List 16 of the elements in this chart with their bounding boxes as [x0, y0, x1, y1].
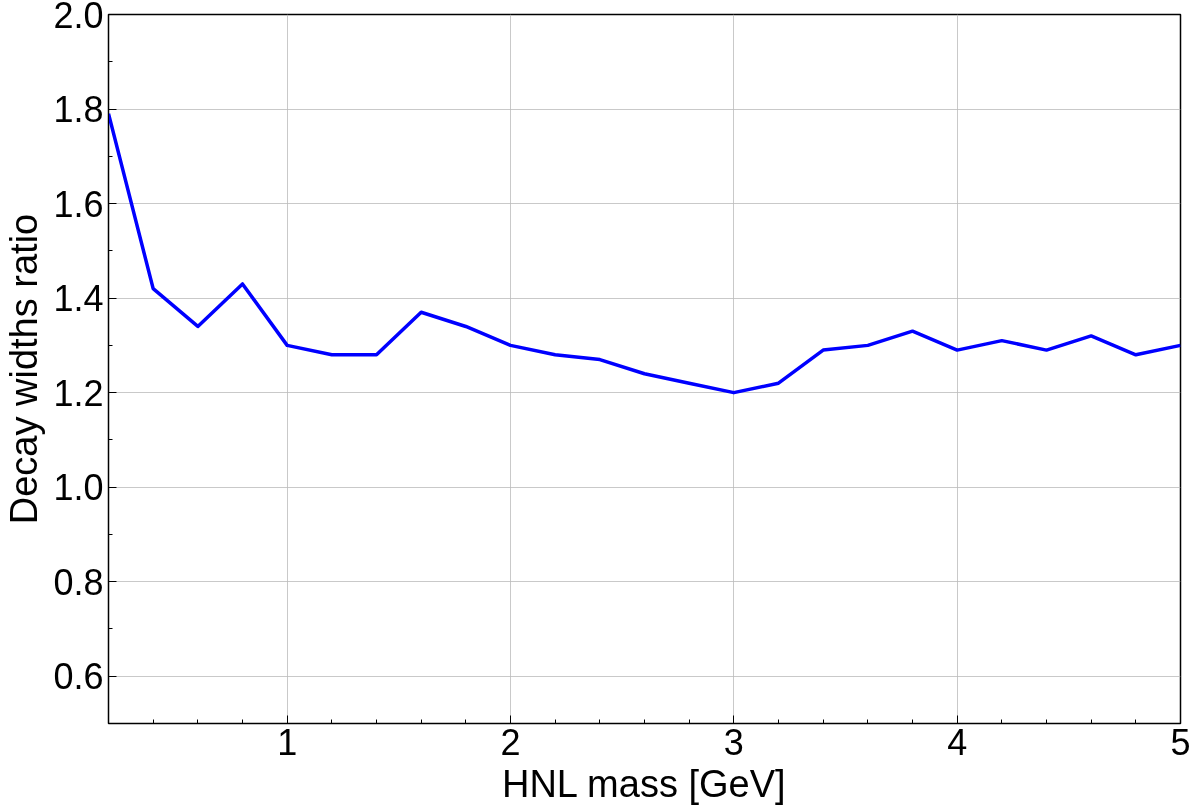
- y-tick-label: 1.6: [53, 183, 104, 225]
- y-tick-label: 1.8: [53, 89, 104, 131]
- y-axis-title: Decay widths ratio: [3, 213, 46, 525]
- x-tick-label: 3: [723, 721, 744, 763]
- y-tick-label: 1.4: [53, 278, 104, 320]
- line-series: [108, 112, 1181, 395]
- y-tick-label: 2.0: [53, 0, 104, 36]
- x-tick-label: 5: [1170, 721, 1191, 763]
- y-tick-label: 0.6: [53, 656, 104, 698]
- x-tick-label: 1: [277, 721, 298, 763]
- y-tick-label: 1.2: [53, 372, 104, 414]
- y-tick-label: 1.0: [53, 467, 104, 509]
- y-tick-label: 0.8: [53, 561, 104, 603]
- x-tick-label: 2: [500, 721, 521, 763]
- x-axis-title: HNL mass [GeV]: [501, 762, 786, 805]
- x-tick-label: 4: [947, 721, 968, 763]
